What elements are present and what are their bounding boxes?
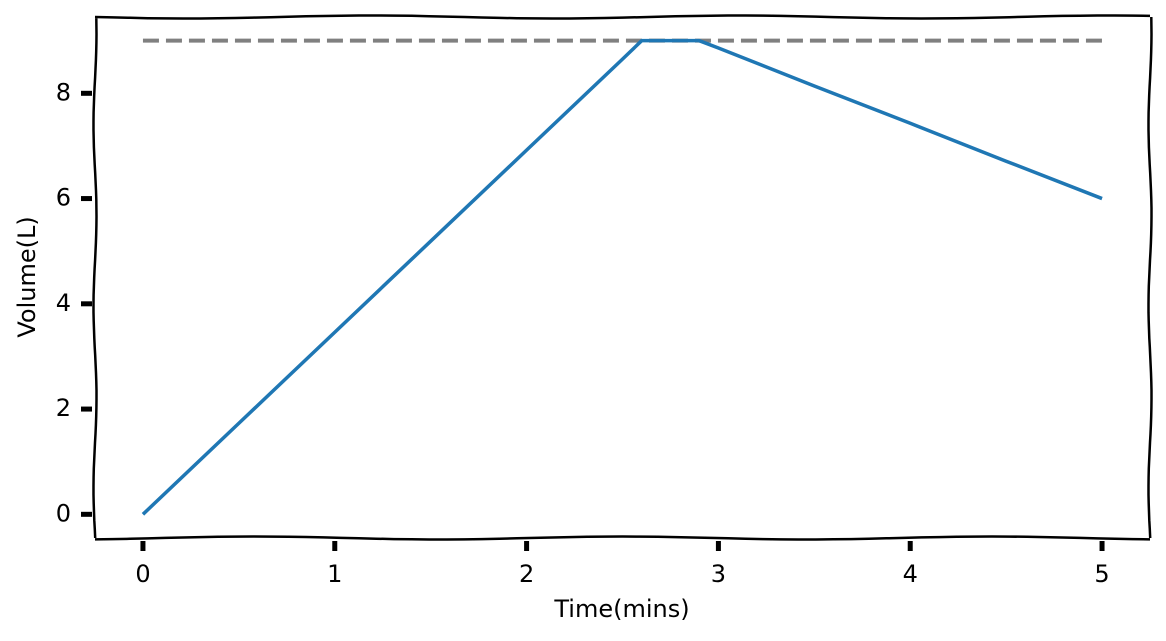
y-tick-label: 6 <box>56 184 71 212</box>
frame <box>92 14 1153 541</box>
x-tick-label: 0 <box>135 560 150 588</box>
y-tick-label: 0 <box>56 499 71 527</box>
x-tick-label: 4 <box>903 560 918 588</box>
y-tick-label: 2 <box>56 394 71 422</box>
x-tick-label: 3 <box>711 560 726 588</box>
y-axis-label: Volume(L) <box>13 216 41 337</box>
y-tick-label: 8 <box>56 78 71 106</box>
line <box>141 38 1103 516</box>
y-tick-label: 4 <box>56 289 71 317</box>
x-tick-label: 5 <box>1094 560 1109 588</box>
x-axis-label: Time(mins) <box>553 595 689 623</box>
x-tick-label: 2 <box>519 560 534 588</box>
x-tick-label: 1 <box>327 560 342 588</box>
